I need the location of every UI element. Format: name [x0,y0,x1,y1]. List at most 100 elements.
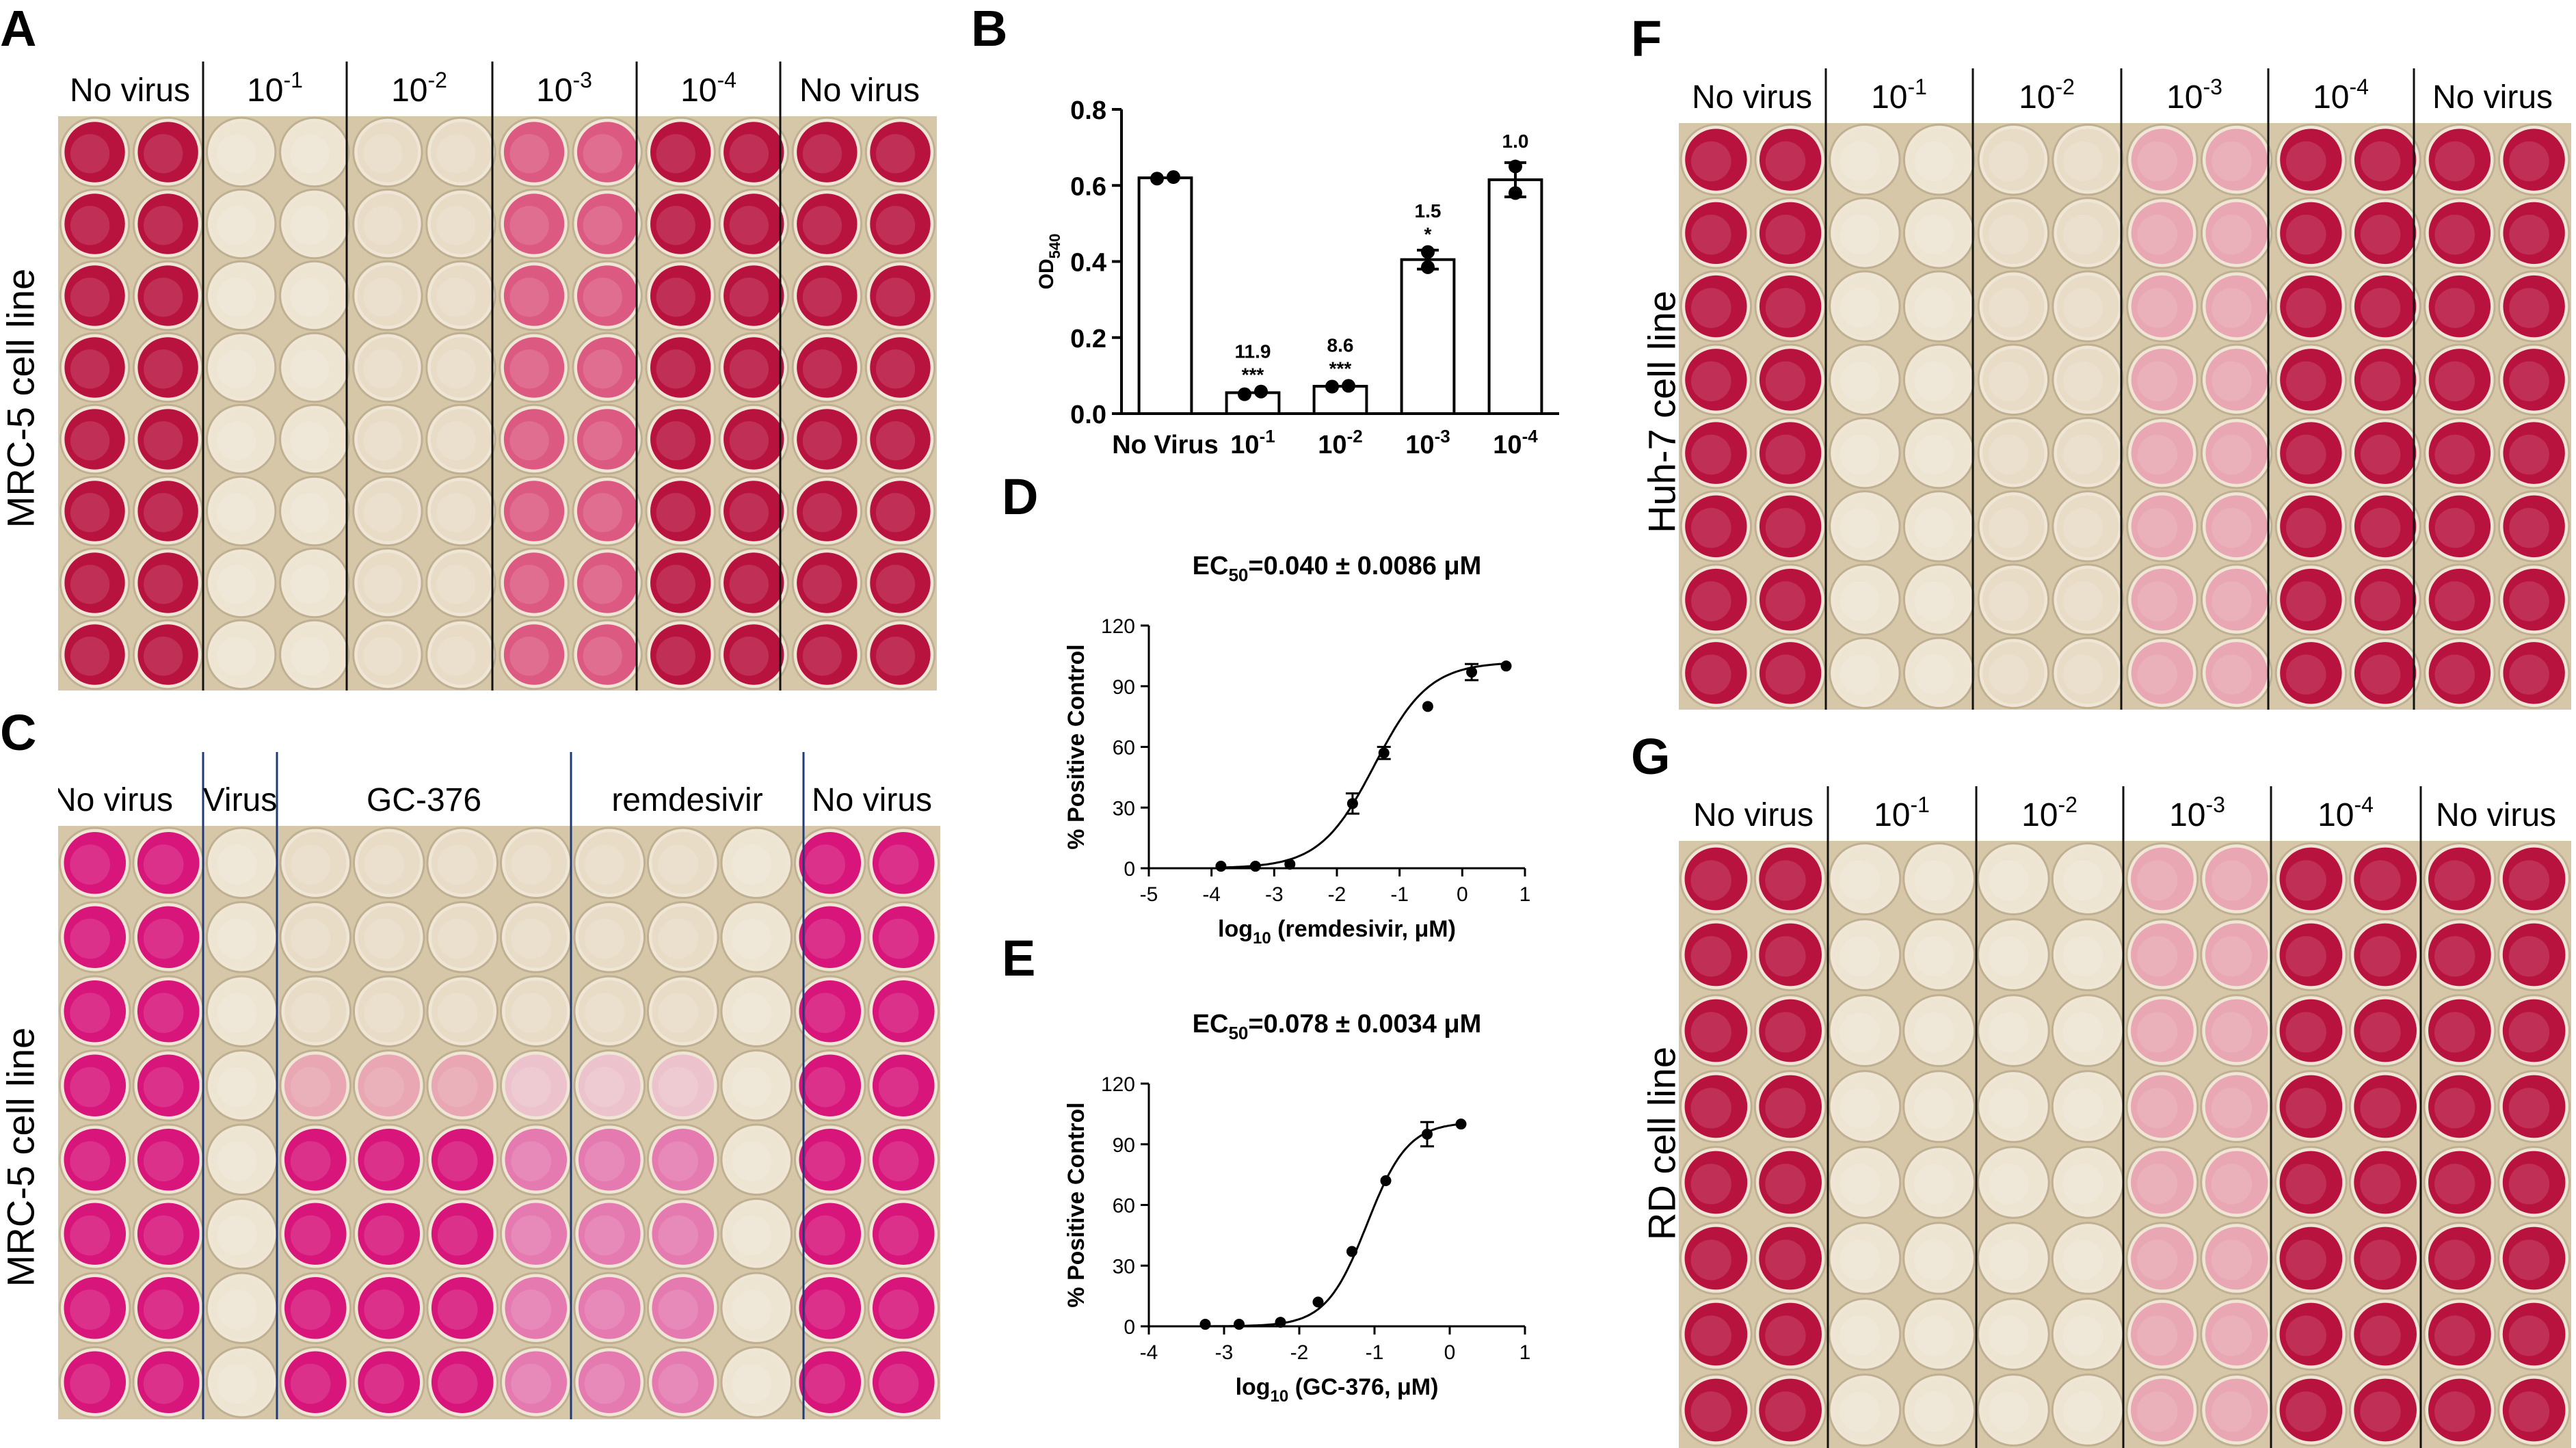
well [206,403,277,475]
well [793,975,866,1048]
well [205,900,278,974]
well [2497,197,2571,269]
x-tick-label: -4 [1140,1341,1158,1364]
category-label: 10-1 [1230,426,1275,459]
well [2348,994,2422,1067]
well [864,547,936,619]
well [2349,636,2421,710]
well [572,475,643,547]
well [867,1123,940,1196]
well [2348,842,2422,915]
well [2125,1146,2199,1219]
well [572,332,643,403]
well [2423,1222,2497,1295]
well [279,1197,352,1270]
well [1829,270,1901,343]
well [867,1345,940,1419]
well [2125,842,2199,915]
column-label: No virus [1693,797,1814,833]
well [1829,123,1901,196]
well [791,547,863,619]
well [2423,918,2497,991]
y-tick-label: 60 [1113,1195,1135,1218]
well [793,1049,866,1122]
well [645,188,716,260]
well [1679,1146,1753,1219]
well [59,547,131,619]
well [864,403,936,475]
well [2051,1146,2125,1219]
well [1902,563,1976,636]
well [1753,994,1827,1067]
well [205,1123,278,1196]
y-axis-label: % Positive Control [1063,1102,1089,1307]
well [2274,416,2348,490]
well [2274,270,2348,343]
well [791,475,863,547]
well [572,403,643,475]
well [867,827,940,900]
well [352,827,425,900]
well [2423,1070,2497,1143]
well [499,827,572,900]
well [2051,918,2125,991]
well [2200,636,2273,710]
well [279,475,350,547]
well [646,1272,719,1345]
well [1902,994,1976,1067]
well [1679,842,1753,915]
well [1902,343,1976,416]
chart-e: EC50=0.078 ± 0.0034 μM 0 30 60 90 120 -4 -3 -2 -1… [1046,1005,1566,1406]
well [2051,636,2124,710]
well [1754,343,1827,416]
well [646,1345,719,1419]
well [132,1197,205,1270]
well [2274,636,2348,710]
well [1977,1222,2050,1295]
well [58,1345,131,1419]
well [1977,343,2050,416]
well [426,975,499,1048]
well [2126,490,2199,563]
well [2126,343,2199,416]
cell-line-label-f: Huh-7 cell line [1640,291,1684,533]
well [791,116,863,188]
well [572,547,643,619]
well [645,116,716,188]
well [58,1272,131,1345]
fit-curve [1221,662,1506,869]
well [2125,918,2199,991]
well [206,260,277,332]
chart-title: EC50=0.040 ± 0.0086 μM [1193,552,1482,585]
x-tick-label: 1 [1519,883,1531,906]
data-point [1466,667,1478,678]
plate-background [1679,123,2571,710]
well [1977,123,2050,196]
category-label: 10-2 [1318,426,1362,459]
plate-a: No virus 10-1 10-2 10-3 10-4 No virus [58,62,937,691]
well [1902,197,1976,269]
well [864,475,936,547]
column-label: 10-4 [2318,792,2374,833]
well [2126,416,2199,490]
y-tick-label: 90 [1113,1134,1135,1157]
well [2497,270,2571,343]
bar [1312,384,1368,416]
well [1753,1146,1827,1219]
well [2423,1146,2497,1219]
well [720,1272,793,1345]
y-tick-label: 0 [1124,1316,1135,1339]
column-label: 10-1 [247,68,303,109]
well [720,975,793,1048]
data-point [1500,660,1512,672]
well [718,188,789,260]
data-point [1422,701,1433,712]
well [279,1049,352,1122]
well [2424,343,2496,416]
well [279,332,350,403]
well [2497,563,2571,636]
well [2125,994,2199,1067]
well [1977,563,2050,636]
data-point [1284,859,1296,870]
data-point [1167,170,1180,185]
